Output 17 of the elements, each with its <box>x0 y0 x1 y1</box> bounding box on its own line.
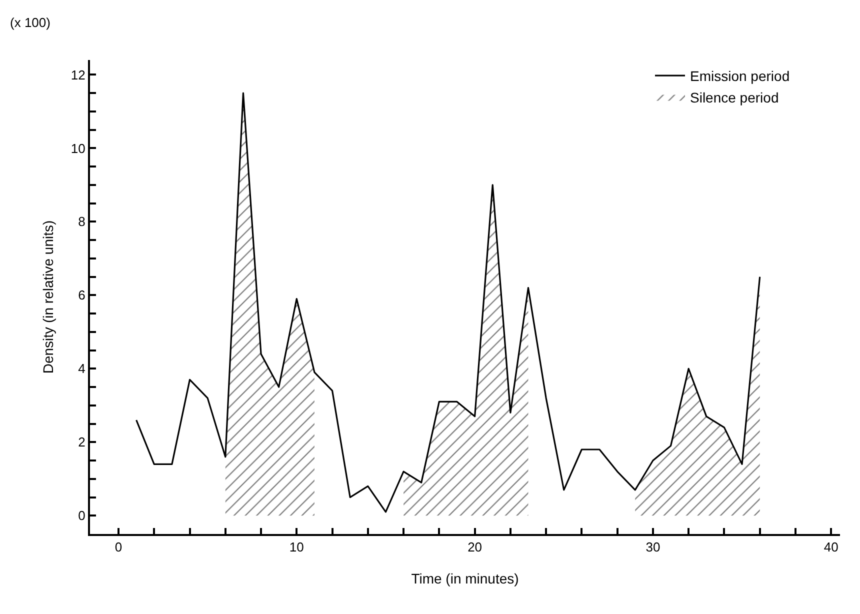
y-tick-label: 8 <box>78 214 86 230</box>
x-tick-label: 20 <box>468 540 482 555</box>
y-tick-label: 10 <box>70 140 86 156</box>
legend-label: Silence period <box>690 89 779 106</box>
x-axis-title: Time (in minutes) <box>411 570 519 586</box>
text: (x 100) <box>10 15 50 30</box>
y-tick-label: 12 <box>70 67 86 82</box>
y-axis-title: Density (in relative units) <box>40 220 56 374</box>
x-tick-label: 40 <box>824 540 838 555</box>
y-tick-label: 4 <box>78 361 86 376</box>
y-tick-label: 2 <box>78 434 86 450</box>
x-tick-label: 30 <box>646 540 660 555</box>
x-tick-label: 10 <box>289 540 304 555</box>
y-tick-label: 6 <box>78 288 86 303</box>
x-tick-label: 0 <box>114 540 122 555</box>
legend-label: Emission period <box>690 68 790 84</box>
y-tick-label: 0 <box>78 508 86 524</box>
